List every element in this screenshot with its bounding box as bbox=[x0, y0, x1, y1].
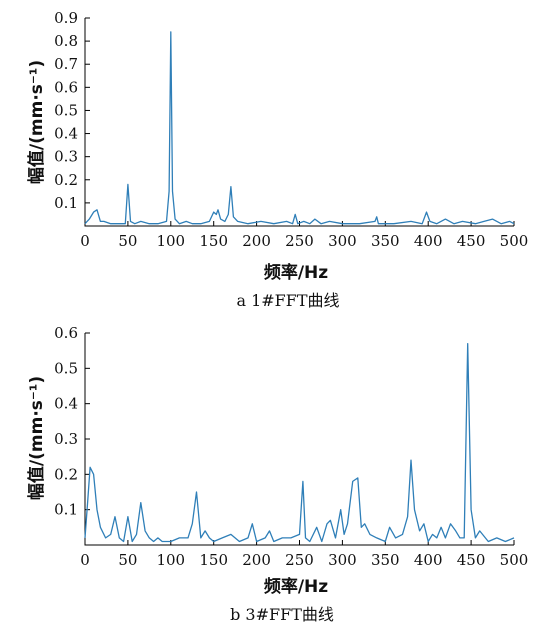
chart-a-xtick-label: 500 bbox=[500, 232, 529, 250]
chart-b-xtick-label: 450 bbox=[457, 551, 486, 569]
chart-b-ytick-label: 0.4 bbox=[54, 395, 78, 413]
chart-b-ticks: 0.1 0.2 0.3 0.4 0.5 0.6 0 50 100 150 200 250 300 350 4… bbox=[54, 324, 528, 569]
chart-b-xtick-label: 200 bbox=[242, 551, 271, 569]
chart-b-ytick-label: 0.2 bbox=[54, 465, 78, 483]
chart-a-xtick-label: 350 bbox=[371, 232, 400, 250]
chart-a-xtick-label: 250 bbox=[285, 232, 314, 250]
chart-a-xtick-label: 400 bbox=[414, 232, 443, 250]
chart-b-xtick-label: 400 bbox=[414, 551, 443, 569]
chart-b-xtick-label: 300 bbox=[328, 551, 357, 569]
chart-a-series-line bbox=[84, 31, 515, 225]
chart-a-ytick-label: 0.7 bbox=[54, 55, 78, 73]
chart-a-ytick-label: 0.3 bbox=[54, 148, 78, 166]
chart-b-xtick-label: 500 bbox=[500, 551, 529, 569]
chart-a-caption: a 1#FFT曲线 bbox=[236, 291, 339, 310]
chart-b-xtick-label: 150 bbox=[199, 551, 228, 569]
chart-a-ytick-label: 0.6 bbox=[54, 78, 78, 96]
chart-b-series-line bbox=[84, 342, 515, 543]
chart-b-xtick-label: 50 bbox=[118, 551, 137, 569]
chart-a-axes bbox=[84, 18, 514, 227]
chart-a-xtick-label: 200 bbox=[242, 232, 271, 250]
chart-a-xtick-label: 50 bbox=[118, 232, 137, 250]
chart-b-ylabel: 幅值/(mm·s⁻¹) bbox=[26, 376, 47, 500]
chart-b-ytick-label: 0.6 bbox=[54, 324, 78, 342]
chart-a-ytick-label: 0.1 bbox=[54, 194, 78, 212]
chart-a-ytick-label: 0.8 bbox=[54, 32, 78, 50]
chart-b-caption: b 3#FFT曲线 bbox=[230, 605, 334, 624]
chart-a-ytick-label: 0.4 bbox=[54, 125, 78, 143]
chart-b-xtick-label: 250 bbox=[285, 551, 314, 569]
chart-b-ytick-label: 0.5 bbox=[54, 359, 78, 377]
chart-a: 0.1 0.2 0.3 0.4 0.5 0.6 0.7 0.8 0.9 0 50 100 150 200 2… bbox=[26, 9, 528, 310]
chart-b-xtick-label: 0 bbox=[80, 551, 90, 569]
chart-b-xtick-label: 350 bbox=[371, 551, 400, 569]
chart-a-xtick-label: 300 bbox=[328, 232, 357, 250]
chart-b-xtick-label: 100 bbox=[156, 551, 185, 569]
chart-a-xtick-label: 450 bbox=[457, 232, 486, 250]
chart-b-xlabel: 频率/Hz bbox=[264, 576, 328, 597]
chart-a-ytick-label: 0.5 bbox=[54, 101, 78, 119]
chart-b: 0.1 0.2 0.3 0.4 0.5 0.6 0 50 100 150 200 250 300 350 4… bbox=[26, 324, 528, 624]
chart-b-ytick-label: 0.1 bbox=[54, 501, 78, 519]
chart-b-axes bbox=[84, 333, 514, 546]
chart-a-xtick-label: 0 bbox=[80, 232, 90, 250]
chart-a-ticks: 0.1 0.2 0.3 0.4 0.5 0.6 0.7 0.8 0.9 0 50 100 150 200 2… bbox=[54, 9, 528, 250]
chart-b-ytick-label: 0.3 bbox=[54, 430, 78, 448]
chart-a-xlabel: 频率/Hz bbox=[264, 262, 328, 283]
chart-a-xtick-label: 100 bbox=[156, 232, 185, 250]
chart-a-xtick-label: 150 bbox=[199, 232, 228, 250]
chart-a-ylabel: 幅值/(mm·s⁻¹) bbox=[26, 60, 47, 184]
chart-a-ytick-label: 0.9 bbox=[54, 9, 78, 27]
chart-a-ytick-label: 0.2 bbox=[54, 171, 78, 189]
